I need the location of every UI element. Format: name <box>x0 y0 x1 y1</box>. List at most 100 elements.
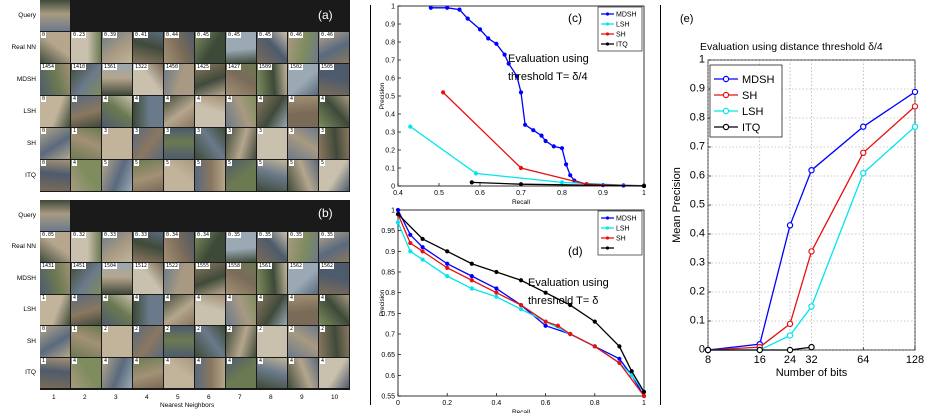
thumbnail-image: 4 <box>164 357 194 388</box>
thumbnail-image: 1451 <box>71 263 101 294</box>
y-tick-label: 0.5 <box>690 199 705 211</box>
thumbnail-image: 0.23 <box>71 32 101 63</box>
thumbnail-image: 4 <box>288 96 318 127</box>
thumbnail-image: 2 <box>257 326 287 357</box>
thumbnail-image: 4 <box>288 357 318 388</box>
thumbnail-image: 0.44 <box>164 32 194 63</box>
distance-value: 4 <box>72 160 78 166</box>
data-point <box>592 319 597 324</box>
data-point <box>395 207 401 213</box>
distance-value: 4 <box>134 96 140 102</box>
thumbnail-image: 0.35 <box>257 231 287 262</box>
thumbnail-image: 0.46 <box>319 32 349 63</box>
distance-value: 4 <box>289 357 295 364</box>
panel-b-image-grid: 0.05 0.32 0.33 0.33 0.34 0.34 0.35 0.35 0.35 0.35… <box>40 200 350 390</box>
data-point <box>531 128 536 133</box>
thumbnail-image: 4 <box>164 294 194 325</box>
distance-value: 5 <box>227 160 233 166</box>
distance-value: 2 <box>227 326 233 332</box>
thumbnail-image: 3 <box>319 128 349 159</box>
column-number: 10 <box>331 394 339 401</box>
thumbnail-image: 2 <box>288 326 318 357</box>
thumbnail-image: 5 <box>319 160 349 191</box>
distance-value: 1 <box>41 357 47 364</box>
thumbnail-image <box>40 0 70 31</box>
thumbnail-image: 4 <box>319 294 349 325</box>
x-tick-label: 0.9 <box>598 190 608 197</box>
distance-value: 0.34 <box>196 231 211 238</box>
thumbnail-image: 1450 <box>164 64 194 95</box>
thumbnail-image: 3 <box>226 128 256 159</box>
x-tick-label: 0.6 <box>541 400 551 407</box>
distance-value: 4 <box>289 294 295 301</box>
y-tick-label: 0.55 <box>381 394 395 401</box>
chart-e: 0 0.1 0.2 0.3 0.4 0.5 0.6 0.7 0.8 0.9 1 8 16 24 32 64 12… <box>671 13 924 379</box>
x-tick-label: 64 <box>857 354 869 366</box>
distance-value: 1427 <box>227 64 242 70</box>
distance-value: 4 <box>320 294 326 301</box>
distance-value: 1505 <box>320 64 335 70</box>
column-number: 4 <box>145 394 149 401</box>
data-point <box>441 90 446 95</box>
thumbnail-image: 0.41 <box>133 32 163 63</box>
distance-value: 0.46 <box>289 32 304 38</box>
chart-c-annotation: Evaluation using <box>508 53 589 65</box>
thumbnail-image: 1562 <box>288 263 318 294</box>
data-point <box>786 332 794 339</box>
data-point <box>564 162 569 167</box>
y-tick-label: 0.1 <box>690 315 705 327</box>
thumbnail-image: 0.34 <box>195 231 225 262</box>
distance-value: 1431 <box>41 263 56 269</box>
x-tick-label: 0.6 <box>475 190 485 197</box>
x-tick-label: 0 <box>396 400 400 407</box>
series-line <box>707 91 916 351</box>
data-point <box>494 286 499 291</box>
thumbnail-image: 4 <box>133 96 163 127</box>
data-point <box>514 74 519 79</box>
data-point <box>445 261 450 266</box>
x-tick-label: 1 <box>642 400 646 407</box>
data-point <box>568 302 573 308</box>
thumbnail-image: 1361 <box>102 64 132 95</box>
legend-marker <box>605 236 610 240</box>
thumbnail-image: 4 <box>257 96 287 127</box>
distance-value: 0.39 <box>103 32 118 38</box>
y-tick-label: 0.5 <box>385 94 395 101</box>
data-point <box>395 220 401 225</box>
thumbnail-image: 1454 <box>40 64 70 95</box>
data-point <box>617 356 622 361</box>
y-tick-label: 0.75 <box>381 311 395 318</box>
distance-value: 0.33 <box>103 231 118 238</box>
distance-value: 5 <box>289 160 295 166</box>
distance-value: 1425 <box>196 64 211 70</box>
distance-value: 2 <box>165 326 171 332</box>
data-point <box>457 7 462 12</box>
distance-value: 4 <box>258 294 264 301</box>
thumbnail-image: 4 <box>257 357 287 388</box>
thumbnail-image: 5 <box>195 160 225 191</box>
thumbnail-image: 5 <box>288 160 318 191</box>
thumbnail-image: 1558 <box>226 263 256 294</box>
panel-b-retrieval-grid: 0.05 0.32 0.33 0.33 0.34 0.34 0.35 0.35 0.35 0.35… <box>0 200 350 413</box>
y-tick-label: 0.2 <box>385 148 395 155</box>
distance-value: 1509 <box>258 64 273 70</box>
data-point <box>518 307 524 312</box>
thumbnail-image: 4 <box>195 294 225 325</box>
distance-value: 1504 <box>103 263 118 269</box>
row-label: LSH <box>23 108 36 115</box>
thumbnail-image: 1410 <box>71 64 101 95</box>
row-label: ITQ <box>25 369 36 377</box>
data-point <box>486 36 491 41</box>
thumbnail-image: 4 <box>319 96 349 127</box>
distance-value: 0.05 <box>41 231 56 238</box>
thumbnail-image: 4 <box>133 294 163 325</box>
thumbnail-image: 4 <box>195 96 225 127</box>
distance-value: 3 <box>258 128 264 134</box>
column-number: 6 <box>207 394 211 401</box>
distance-value: 1410 <box>72 64 87 70</box>
thumbnail-image: 0 <box>40 128 70 159</box>
distance-value: 3 <box>165 128 171 134</box>
distance-value: 5 <box>165 160 171 166</box>
y-tick-label: 0 <box>699 344 705 356</box>
distance-value: 1451 <box>72 263 87 269</box>
